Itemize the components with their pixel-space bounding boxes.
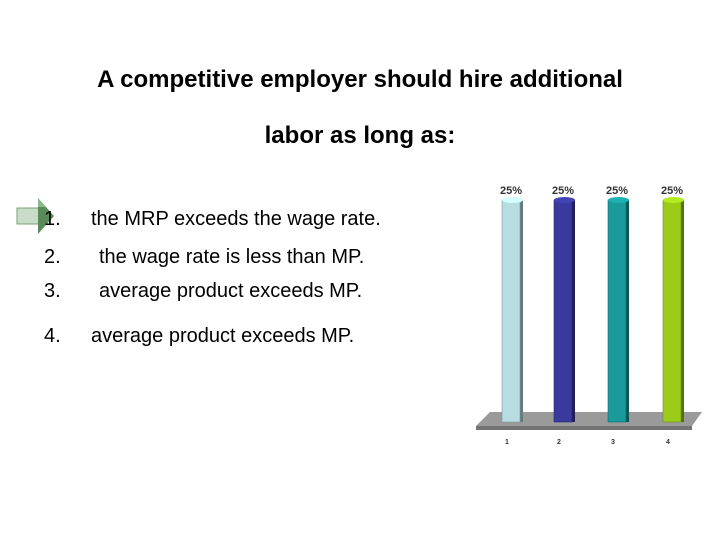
- bar-1-top: [502, 197, 523, 203]
- question-line-2: labor as long as:: [264, 122, 456, 149]
- answer-text: the wage rate is less than MP.: [99, 246, 365, 268]
- bar-4: [662, 199, 682, 423]
- chart-floor-edge: [476, 426, 692, 430]
- answer-text: average product exceeds MP.: [91, 325, 355, 347]
- bar-2: [553, 199, 573, 423]
- bar-data-label: 25%: [606, 185, 628, 197]
- bar-1: [501, 199, 521, 423]
- x-tick-label: 3: [611, 439, 615, 446]
- bar-data-label: 25%: [500, 185, 522, 197]
- bar-2-top: [554, 197, 575, 203]
- response-bar-chart: 25% 1 25% 2 25% 3 25% 4: [476, 185, 702, 446]
- answer-number: 1.: [44, 208, 61, 230]
- bar-data-label: 25%: [661, 185, 683, 197]
- bar-3-top: [608, 197, 629, 203]
- x-tick-label: 2: [557, 439, 561, 446]
- answer-text: average product exceeds MP.: [99, 280, 363, 302]
- bar-data-label: 25%: [552, 185, 574, 197]
- answer-number: 2.: [44, 246, 61, 268]
- green-arrow-icon: [16, 198, 54, 234]
- bar-3: [607, 199, 627, 423]
- x-tick-label: 1: [505, 439, 509, 446]
- answer-text: the MRP exceeds the wage rate.: [91, 208, 381, 230]
- question-line-1: A competitive employer should hire addit…: [97, 66, 623, 93]
- bar-4-top: [663, 197, 684, 203]
- x-tick-label: 4: [666, 439, 670, 446]
- answer-number: 4.: [44, 325, 61, 347]
- answer-number: 3.: [44, 280, 61, 302]
- question-title: A competitive employer should hire addit…: [0, 52, 720, 164]
- chart-floor: [476, 412, 702, 426]
